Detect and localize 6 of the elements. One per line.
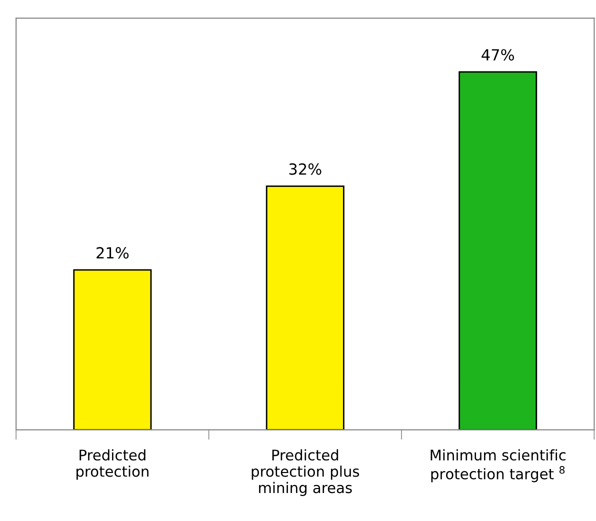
data-label: 47% xyxy=(482,49,514,61)
data-label: 21% xyxy=(96,247,129,259)
data-label: 32% xyxy=(289,163,322,175)
x-tick-label: Predicted protection xyxy=(76,449,148,480)
x-tick-label: Predicted protection plus mining areas xyxy=(252,449,360,496)
x-tick-label: Minimum scientific protection target $^{8}$ xyxy=(430,449,566,482)
